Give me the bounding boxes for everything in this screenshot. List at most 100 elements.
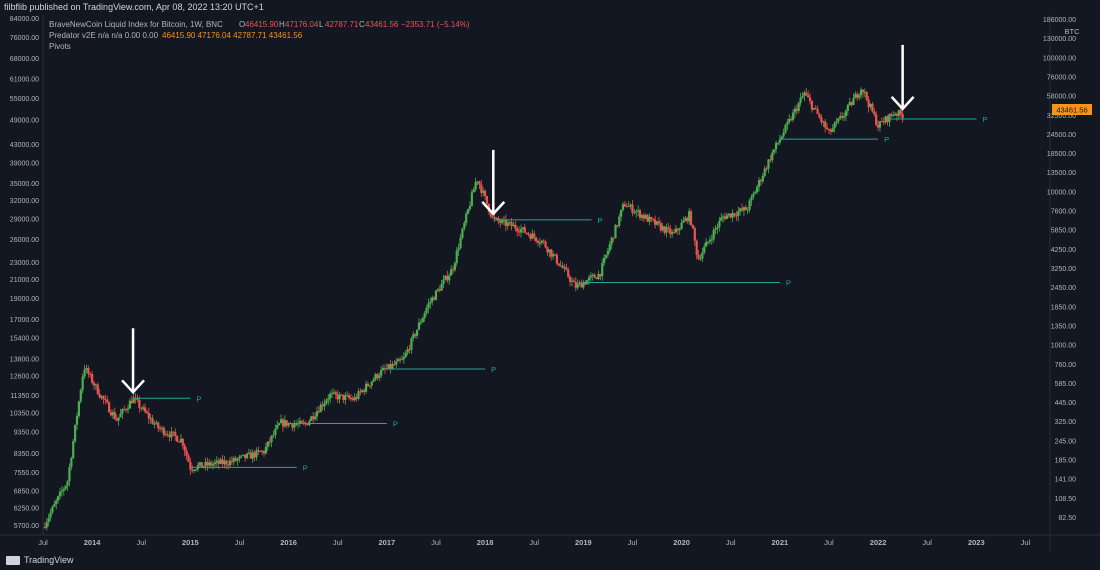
price-chart[interactable]: 84000.00 76000.00 68000.00 61000.00 55000.00…	[0, 15, 1100, 552]
candle	[890, 112, 893, 118]
candle	[381, 364, 385, 371]
candle	[312, 411, 315, 425]
candle-body	[606, 250, 610, 255]
candle	[648, 213, 651, 226]
candle-body	[769, 159, 772, 161]
candle-body	[518, 231, 521, 233]
candle-body	[893, 113, 897, 116]
candle-body	[123, 409, 126, 411]
candle	[81, 373, 84, 394]
candle-body	[262, 450, 266, 454]
candle-body	[111, 412, 115, 416]
candle	[181, 437, 184, 450]
candle-body	[219, 459, 222, 464]
candle-body	[160, 427, 164, 429]
candle	[66, 479, 69, 491]
candle	[740, 203, 744, 212]
candle-body	[756, 186, 759, 193]
candle	[765, 166, 768, 172]
candle-body	[278, 423, 281, 426]
candle-body	[499, 221, 502, 223]
candle-body	[667, 227, 670, 229]
candle	[712, 227, 715, 243]
candle	[865, 91, 868, 102]
candle-body	[767, 159, 770, 169]
candle-body	[125, 409, 128, 411]
candle	[878, 120, 882, 132]
candle-body	[822, 121, 825, 123]
pivot-lines: P P P P P P P P	[133, 115, 987, 472]
candle-body	[285, 420, 288, 426]
candle	[759, 178, 763, 186]
candle-body	[440, 283, 443, 291]
candle	[769, 154, 772, 163]
candle	[538, 237, 541, 248]
left-axis-tick: 61000.00	[10, 76, 39, 83]
candle	[247, 448, 251, 455]
candle-body	[729, 213, 732, 218]
candle-body	[421, 318, 424, 323]
candle-body	[378, 375, 381, 378]
candle	[682, 216, 685, 223]
candle	[695, 239, 698, 260]
candle	[463, 220, 466, 231]
candle-body	[257, 450, 260, 452]
candle	[255, 447, 258, 461]
publish-header: filbflib published on TradingView.com, A…	[0, 0, 1100, 15]
candle	[315, 406, 319, 421]
candle-body	[121, 409, 124, 414]
candle-body	[300, 420, 303, 423]
candle-body	[53, 504, 56, 507]
candle-body	[329, 393, 332, 399]
candle	[364, 380, 368, 394]
time-axis[interactable]: Jul 2014 Jul 2015 Jul 2016 Jul 2017 Jul 2018 Jul 20…	[0, 534, 1100, 547]
candle-body	[648, 216, 651, 222]
candle	[425, 305, 428, 316]
candle	[366, 381, 370, 387]
tradingview-logo[interactable]: TradingView	[6, 555, 74, 565]
candle	[245, 452, 249, 460]
left-axis-tick: 84000.00	[10, 16, 39, 23]
candle	[168, 430, 171, 442]
candle-body	[62, 488, 65, 491]
candle-body	[151, 418, 154, 424]
candle-body	[168, 434, 171, 438]
candle-body	[230, 460, 234, 462]
candle	[850, 101, 853, 107]
candle	[482, 187, 485, 197]
candle-body	[818, 114, 821, 118]
candle-body	[535, 237, 538, 242]
candle	[87, 365, 90, 378]
candle-body	[601, 263, 604, 277]
candle	[423, 311, 426, 322]
left-price-axis[interactable]: 84000.00 76000.00 68000.00 61000.00 55000.00…	[10, 15, 44, 535]
candle	[121, 408, 124, 420]
candle	[846, 103, 849, 116]
candle-body	[638, 210, 642, 218]
candle-body	[519, 229, 523, 233]
candle	[669, 224, 672, 239]
candle-body	[193, 469, 196, 471]
candle-body	[793, 108, 797, 113]
candle-body	[404, 353, 407, 358]
candle	[55, 498, 58, 510]
time-axis-tick: 2019	[575, 538, 592, 547]
time-axis-tick: 2017	[379, 538, 396, 547]
time-axis-tick: Jul	[726, 538, 736, 547]
candle-body	[60, 490, 63, 492]
candle	[353, 393, 356, 402]
candle-body	[508, 222, 511, 224]
candle-body	[323, 403, 326, 407]
candle-body	[317, 411, 320, 413]
candle-body	[678, 229, 681, 231]
candle-body	[540, 240, 543, 243]
chart-area[interactable]: 84000.00 76000.00 68000.00 61000.00 55000.00…	[0, 15, 1100, 552]
candle	[895, 112, 899, 122]
candle-body	[312, 416, 315, 420]
candle-body	[319, 404, 322, 413]
candle-body	[737, 211, 740, 217]
right-price-axis[interactable]: 186000.00 130000.00 100000.00 76000.00 58000…	[1043, 15, 1076, 552]
candle-body	[859, 89, 863, 96]
candle	[661, 222, 664, 232]
candle-body	[102, 395, 105, 400]
